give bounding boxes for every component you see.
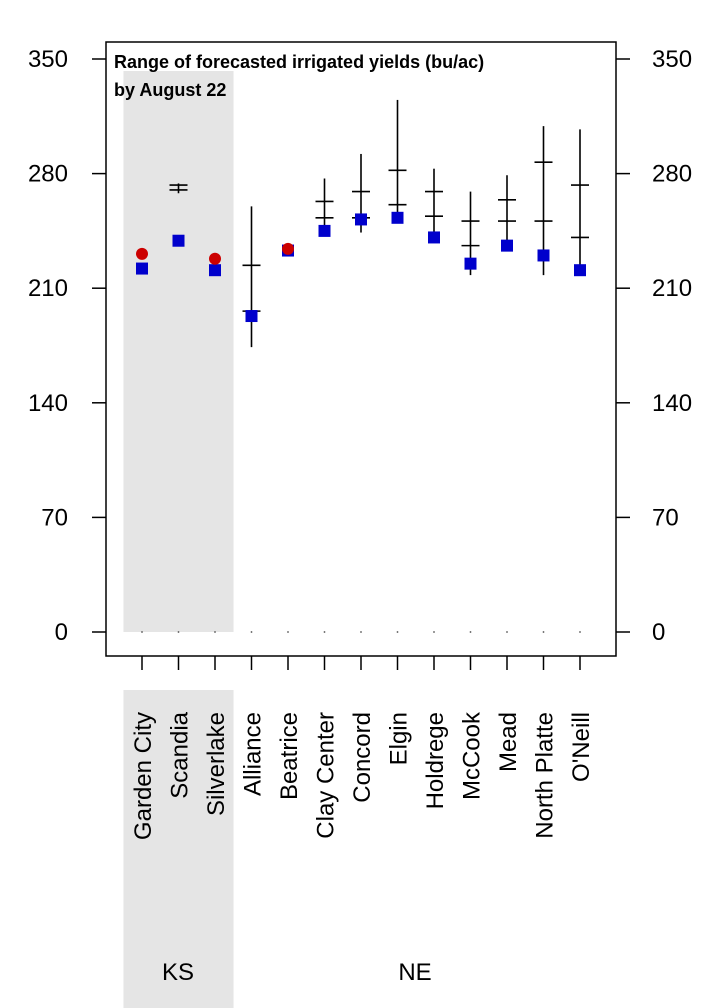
zero-baseline-dots [141, 631, 581, 633]
shade-labels-ks [123, 690, 234, 1008]
blue-square-scandia [172, 234, 185, 247]
x-label-beatrice: Beatrice [276, 712, 303, 800]
baseline-dot-silverlake [214, 631, 216, 633]
x-axis: Garden City Scandia Silverlake Alliance Beat… [130, 656, 595, 840]
baseline-dot-beatrice [287, 631, 289, 633]
x-label-silverlake: Silverlake [203, 712, 230, 816]
blue-square-elgin [391, 211, 404, 224]
x-label-elgin: Elgin [386, 712, 413, 765]
baseline-dot-clay-center [323, 631, 326, 633]
red-circle-garden-city [136, 247, 148, 260]
baseline-dot-mead [506, 631, 508, 633]
right-y-axis: 0 70 140 210 280 350 [616, 46, 692, 646]
left-tick-label-280: 280 [28, 161, 68, 188]
x-label-mead: Mead [495, 712, 522, 772]
blue-square-mccook [464, 257, 477, 270]
right-tick-label-210: 210 [652, 275, 692, 302]
x-label-concord: Concord [349, 712, 376, 803]
baseline-dot-north-platte [542, 631, 545, 633]
blue-square-alliance [245, 310, 258, 323]
x-label-alliance: Alliance [240, 712, 267, 796]
ks-shaded-region [123, 71, 234, 1008]
chart-title-line-2: by August 22 [114, 80, 226, 100]
blue-square-clay-center [318, 224, 331, 237]
right-tick-label-0: 0 [652, 619, 665, 646]
blue-square-mead [501, 239, 513, 252]
red-circle-silverlake [209, 252, 221, 265]
baseline-dot-concord [360, 631, 362, 633]
yield-markers [136, 211, 586, 323]
blue-square-silverlake [209, 264, 221, 277]
x-label-garden-city: Garden City [130, 712, 157, 840]
left-tick-label-70: 70 [41, 504, 68, 531]
group-label-ne: NE [398, 959, 431, 986]
x-label-holdrege: Holdrege [422, 712, 449, 809]
left-tick-label-350: 350 [28, 46, 68, 73]
shade-plot-ks [123, 71, 234, 632]
right-tick-label-350: 350 [652, 46, 692, 73]
baseline-dot-mccook [469, 631, 472, 633]
blue-square-north-platte [537, 249, 550, 262]
group-label-ks: KS [162, 959, 194, 986]
left-tick-label-210: 210 [28, 275, 68, 302]
baseline-dot-alliance [250, 631, 253, 633]
left-tick-label-140: 140 [28, 390, 68, 417]
x-label-scandia: Scandia [167, 711, 194, 798]
baseline-dot-elgin [396, 631, 399, 633]
blue-square-concord [355, 213, 367, 226]
blue-square-holdrege [428, 231, 440, 244]
left-y-axis: 0 70 140 210 280 350 [28, 46, 106, 646]
baseline-dot-o-neill [579, 631, 581, 633]
x-label-o-neill: O'Neill [568, 712, 595, 782]
baseline-dot-scandia [177, 631, 180, 633]
right-tick-label-140: 140 [652, 390, 692, 417]
x-label-north-platte: North Platte [532, 712, 559, 839]
x-label-mccook: McCook [459, 711, 486, 800]
blue-square-o-neill [574, 264, 586, 277]
right-tick-label-70: 70 [652, 504, 679, 531]
blue-square-garden-city [136, 262, 148, 275]
x-label-clay-center: Clay Center [313, 712, 340, 839]
left-tick-label-0: 0 [55, 619, 68, 646]
baseline-dot-garden-city [141, 631, 143, 633]
chart-title-line-1: Range of forecasted irrigated yields (bu… [114, 52, 484, 72]
right-tick-label-280: 280 [652, 161, 692, 188]
baseline-dot-holdrege [433, 631, 435, 633]
red-circle-beatrice [282, 242, 294, 255]
